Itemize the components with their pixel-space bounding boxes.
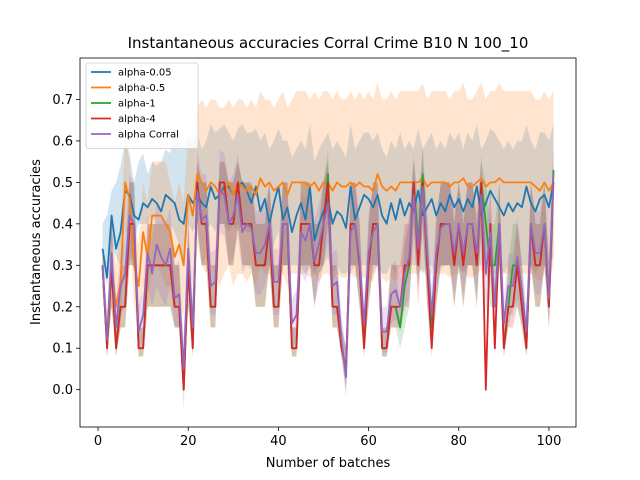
- legend-label: alpha Corral: [118, 130, 179, 141]
- y-tick-label: 0.3: [52, 259, 73, 274]
- x-tick-label: 60: [360, 434, 377, 449]
- line-series-4: [101, 174, 555, 379]
- x-tick-label: 0: [94, 434, 102, 449]
- y-tick-label: 0.2: [52, 300, 73, 315]
- band-series-2: [102, 149, 554, 390]
- band-series-4: [102, 140, 554, 411]
- legend-label: alpha-4: [118, 114, 156, 125]
- chart-title: Instantaneous accuracies Corral Crime B1…: [128, 34, 529, 53]
- y-tick-label: 0.4: [52, 217, 73, 232]
- band-series-1: [102, 82, 554, 357]
- y-axis-label: Instantaneous accuracies: [29, 159, 44, 325]
- legend-label: alpha-1: [118, 99, 156, 110]
- y-tick-label: 0.6: [52, 134, 73, 149]
- x-tick-label: 100: [537, 434, 562, 449]
- legend-box: [85, 62, 199, 149]
- y-tick-label: 0.5: [52, 176, 73, 191]
- x-axis-label: Number of batches: [266, 456, 391, 471]
- y-tick-label: 0.1: [52, 342, 73, 357]
- x-tick-label: 40: [270, 434, 287, 449]
- legend-label: alpha-0.5: [118, 83, 165, 94]
- x-tick-label: 80: [450, 434, 467, 449]
- series-lines: [101, 169, 555, 391]
- axis-ticks: 0 20 40 60 80 100 0.0 0.1 0.2 0.3 0.4 0.5 0.6 0.7: [52, 93, 561, 449]
- axes-frame: [79, 57, 577, 428]
- legend: alpha-0.05 alpha-0.5 alpha-1 alpha-4 alpha C…: [85, 62, 199, 149]
- y-tick-label: 0.7: [52, 93, 73, 108]
- band-series-3: [102, 161, 554, 390]
- x-tick-label: 20: [180, 434, 197, 449]
- plot-area: [101, 82, 555, 411]
- y-tick-label: 0.0: [52, 383, 73, 398]
- legend-label: alpha-0.05: [118, 68, 172, 79]
